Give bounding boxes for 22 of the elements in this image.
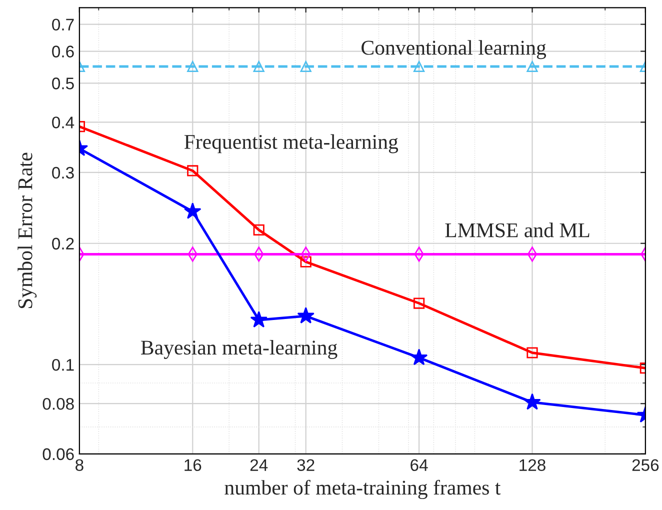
x-tick-label: 8: [76, 459, 84, 472]
x-tick-label: 64: [410, 459, 428, 472]
y-tick-label: 0.7: [52, 18, 74, 31]
series-label: LMMSE and ML: [445, 222, 590, 238]
y-tick-label: 0.2: [52, 238, 74, 250]
x-tick-label: 256: [632, 459, 659, 472]
y-tick-label: 0.6: [52, 46, 74, 58]
x-tick-label: 24: [250, 459, 268, 471]
y-tick-label: 0.5: [52, 78, 74, 90]
series-label: Conventional learning: [362, 40, 546, 60]
x-axis-title: number of meta-training frames t: [224, 480, 501, 500]
series-label: Bayesian meta-learning: [141, 340, 338, 359]
y-tick-label: 0.1: [52, 358, 74, 371]
y-axis-title: Symbol Error Rate: [18, 152, 37, 308]
y-tick-label: 0.06: [42, 448, 74, 460]
y-tick-label: 0.4: [52, 116, 74, 128]
x-tick-label: 128: [520, 459, 546, 472]
y-tick-label: 0.08: [42, 398, 74, 410]
y-tick-label: 0.3: [52, 166, 74, 179]
x-tick-label: 32: [297, 459, 314, 472]
x-tick-label: 16: [184, 459, 202, 472]
series-label: Frequentist meta-learning: [184, 134, 398, 154]
